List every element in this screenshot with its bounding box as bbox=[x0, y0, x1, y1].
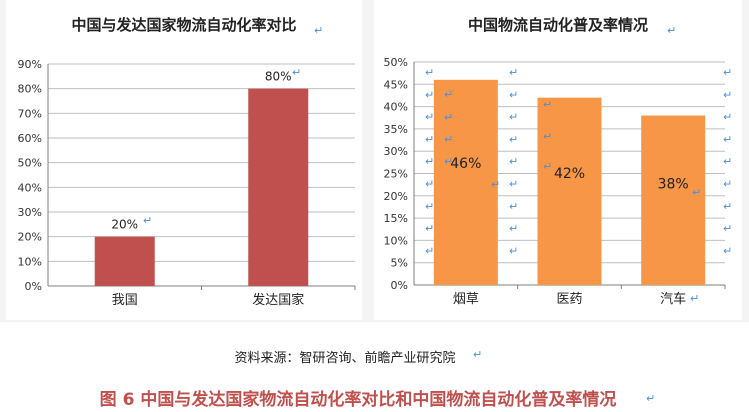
return-mark: ↵ bbox=[723, 244, 732, 257]
return-mark: ↵ bbox=[425, 178, 434, 191]
y-tick-label: 35% bbox=[384, 123, 408, 136]
data-label: 38% bbox=[658, 176, 689, 192]
return-mark: ↵ bbox=[723, 155, 732, 168]
y-tick-label: 40% bbox=[18, 181, 42, 194]
y-tick-label: 10% bbox=[18, 255, 42, 268]
y-tick-label: 20% bbox=[384, 190, 408, 203]
return-marks: ↵ ↵ ↵ ↵ ↵ ↵ ↵ ↵ ↵ ↵ ↵ ↵ ↵ ↵ ↵ ↵ ↵ ↵ ↵ ↵ ↵ ↵ ↵ ↵ ↵ ↵ ↵ ↵ ↵ ↵ ↵ ↵ ↵ ↵ ↵ ↵ ↵ ↵ ↵ ↵… bbox=[143, 24, 732, 405]
return-mark: ↵ bbox=[692, 186, 701, 199]
bar bbox=[537, 97, 602, 286]
return-mark: ↵ bbox=[425, 133, 434, 146]
return-mark: ↵ bbox=[723, 111, 732, 124]
return-mark: ↵ bbox=[509, 244, 518, 257]
return-mark: ↵ bbox=[723, 66, 732, 79]
return-mark: ↵ bbox=[425, 200, 434, 213]
bar bbox=[433, 79, 498, 285]
y-tick-label: 0% bbox=[25, 280, 42, 293]
return-mark: ↵ bbox=[690, 292, 699, 305]
return-mark: ↵ bbox=[723, 222, 732, 235]
return-mark: ↵ bbox=[425, 66, 434, 79]
return-mark: ↵ bbox=[509, 88, 518, 101]
y-tick-label: 0% bbox=[391, 279, 408, 292]
return-mark: ↵ bbox=[723, 88, 732, 101]
return-mark: ↵ bbox=[143, 214, 152, 227]
return-mark: ↵ bbox=[425, 222, 434, 235]
return-mark: ↵ bbox=[473, 348, 482, 361]
return-mark: ↵ bbox=[543, 98, 552, 111]
y-tick-label: 10% bbox=[384, 234, 408, 247]
return-mark: ↵ bbox=[314, 24, 323, 37]
data-label: 46% bbox=[450, 156, 481, 172]
return-mark: ↵ bbox=[491, 178, 500, 191]
return-mark: ↵ bbox=[509, 200, 518, 213]
return-mark: ↵ bbox=[646, 392, 655, 405]
bar bbox=[94, 236, 155, 286]
return-mark: ↵ bbox=[292, 66, 301, 79]
bar bbox=[641, 115, 706, 286]
return-mark: ↵ bbox=[509, 155, 518, 168]
y-tick-label: 50% bbox=[384, 56, 408, 69]
return-mark: ↵ bbox=[509, 66, 518, 79]
return-mark: ↵ bbox=[444, 88, 453, 101]
return-mark: ↵ bbox=[723, 133, 732, 146]
return-mark: ↵ bbox=[509, 222, 518, 235]
return-mark: ↵ bbox=[509, 133, 518, 146]
y-tick-label: 15% bbox=[384, 212, 408, 225]
y-tick-label: 20% bbox=[18, 231, 42, 244]
y-tick-label: 30% bbox=[384, 145, 408, 158]
y-tick-label: 25% bbox=[384, 168, 408, 181]
x-tick-label: 我国 bbox=[112, 293, 138, 308]
right-chart: 0% 5% 10% 15% 20% 25% 30% 35% 40% 45% 50% 烟草 46% 医药 42… bbox=[384, 56, 726, 307]
y-tick-label: 5% bbox=[391, 257, 408, 270]
y-tick-label: 90% bbox=[18, 58, 42, 71]
bar bbox=[248, 88, 309, 287]
return-mark: ↵ bbox=[509, 178, 518, 191]
y-tick-label: 50% bbox=[18, 157, 42, 170]
return-mark: ↵ bbox=[425, 88, 434, 101]
x-tick-label: 汽车 bbox=[660, 291, 686, 307]
return-mark: ↵ bbox=[723, 178, 732, 191]
x-tick-label: 医药 bbox=[556, 292, 582, 307]
data-label: 42% bbox=[554, 166, 585, 182]
return-mark: ↵ bbox=[543, 130, 552, 143]
return-mark: ↵ bbox=[543, 160, 552, 173]
return-mark: ↵ bbox=[444, 155, 453, 168]
left-chart: 0% 10% 20% 30% 40% 50% 60% 70% 80% 90% 我国 20% 发达国家 80… bbox=[18, 58, 356, 308]
y-tick-label: 60% bbox=[18, 132, 42, 145]
left-chart-panel bbox=[6, 0, 362, 320]
y-tick-label: 45% bbox=[384, 78, 408, 91]
y-tick-label: 30% bbox=[18, 206, 42, 219]
return-mark: ↵ bbox=[509, 111, 518, 124]
x-tick-label: 发达国家 bbox=[252, 292, 304, 308]
return-mark: ↵ bbox=[425, 244, 434, 257]
return-mark: ↵ bbox=[444, 111, 453, 124]
return-mark: ↵ bbox=[667, 24, 676, 37]
return-mark: ↵ bbox=[444, 133, 453, 146]
return-mark: ↵ bbox=[425, 155, 434, 168]
source-note: 资料来源：智研咨询、前瞻产业研究院 bbox=[234, 350, 455, 366]
return-mark: ↵ bbox=[425, 111, 434, 124]
y-tick-label: 70% bbox=[18, 107, 42, 120]
x-tick-label: 烟草 bbox=[453, 292, 479, 307]
y-tick-label: 40% bbox=[384, 101, 408, 114]
return-mark: ↵ bbox=[723, 200, 732, 213]
data-label: 20% bbox=[111, 218, 138, 232]
figure-caption: 图 6 中国与发达国家物流自动化率对比和中国物流自动化普及率情况 bbox=[100, 389, 617, 410]
data-label: 80% bbox=[265, 70, 292, 84]
y-tick-label: 80% bbox=[18, 83, 42, 96]
right-chart-title: 中国物流自动化普及率情况 bbox=[468, 16, 648, 34]
left-chart-title: 中国与发达国家物流自动化率对比 bbox=[71, 16, 296, 34]
